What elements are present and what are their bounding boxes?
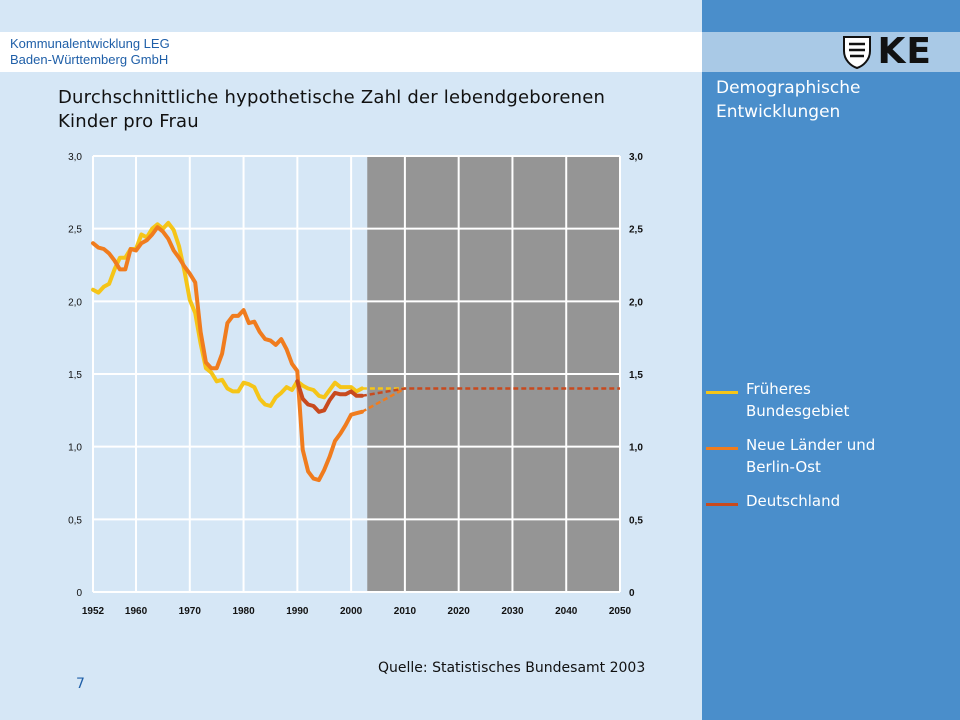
subject-heading: Demographische Entwicklungen [716,76,860,124]
coat-of-arms-icon [842,36,871,69]
series-line-5 [361,387,620,398]
x-tick-label: 1960 [125,606,148,617]
x-tick-label: 2000 [340,606,363,617]
y-tick-label-left: 0 [76,588,82,599]
y-tick-label-left: 0,5 [68,515,82,526]
series-lines [91,220,620,483]
company-name: Kommunalentwicklung LEG Baden-Württember… [10,36,170,68]
chart-title-line-2: Kinder pro Frau [58,111,199,132]
y-tick-label-left: 2,5 [68,225,82,236]
legend-label: Früheres Bundesgebiet [746,378,946,422]
x-tick-label: 2020 [448,606,471,617]
legend-swatch [706,447,738,450]
company-line-1: Kommunalentwicklung LEG [10,36,170,51]
y-tick-label-right: 0,5 [629,515,643,526]
ke-logo: KE [842,34,933,70]
series-line-2 [295,379,364,414]
logo-text: KE [877,31,932,72]
y-tick-label-right: 2,0 [629,297,643,308]
axis-labels: 1952 1960 1970 1980 1990 2000 2010 2020 2030 2040… [68,152,643,617]
subject-line-1: Demographische [716,78,861,98]
y-tick-label-right: 0 [629,588,635,599]
x-tick-label: 1952 [82,606,105,617]
sidebar: KE Demographische Entwicklungen Früheres… [702,0,960,720]
company-line-2: Baden-Württemberg GmbH [10,52,169,67]
x-tick-label: 2050 [609,606,632,617]
x-tick-label: 2040 [555,606,578,617]
page-number: 7 [76,676,85,692]
grid-lines [92,155,621,593]
chart-title: Durchschnittliche hypothetische Zahl der… [58,86,688,134]
y-tick-label-left: 1,0 [68,443,82,454]
legend-label-line: Bundesgebiet [746,402,850,420]
y-tick-label-left: 3,0 [68,152,82,163]
y-tick-label-right: 2,5 [629,225,643,236]
legend-label: Deutschland [746,490,946,512]
x-tick-label: 1990 [286,606,309,617]
series-line-4 [361,387,406,413]
source-note: Quelle: Statistisches Bundesamt 2003 [378,660,646,676]
x-tick-label: 1970 [179,606,202,617]
series-line-1 [91,225,364,483]
x-tick-label: 2010 [394,606,417,617]
logo-band [702,32,960,72]
legend-label-line: Berlin-Ost [746,458,821,476]
x-tick-label: 1980 [232,606,255,617]
header-band [0,32,702,72]
y-tick-label-right: 1,0 [629,443,643,454]
legend-swatch [706,391,738,394]
series-line-0 [91,220,364,408]
y-tick-label-right: 3,0 [629,152,643,163]
y-tick-label-left: 2,0 [68,297,82,308]
subject-line-2: Entwicklungen [716,102,841,122]
legend-swatch [706,503,738,506]
legend-label-line: Früheres [746,380,811,398]
x-tick-label: 2030 [501,606,524,617]
legend-label: Neue Länder und Berlin-Ost [746,434,946,478]
legend-label-line: Deutschland [746,492,841,510]
y-tick-label-left: 1,5 [68,370,82,381]
chart-title-line-1: Durchschnittliche hypothetische Zahl der… [58,87,606,108]
legend-label-line: Neue Länder und [746,436,876,454]
fertility-line-chart: 1952 1960 1970 1980 1990 2000 2010 2020 2030 2040… [68,152,643,617]
y-tick-label-right: 1,5 [629,370,643,381]
